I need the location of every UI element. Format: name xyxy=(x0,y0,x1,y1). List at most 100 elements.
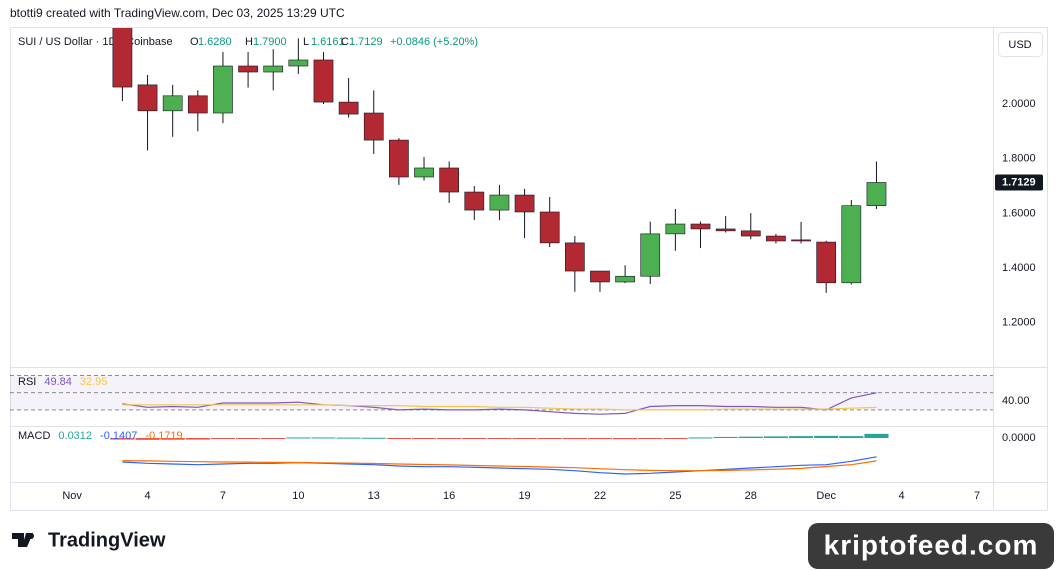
histogram-bar xyxy=(763,436,788,438)
indicator-value: -0.1407 xyxy=(100,430,137,442)
x-tick-label: 4 xyxy=(144,490,150,502)
histogram-bar xyxy=(210,438,236,439)
candle-body xyxy=(816,241,837,284)
ohlc-key: L xyxy=(303,36,309,48)
y-tick-label: 1.2000 xyxy=(1002,317,1036,329)
tradingview-logo: TradingView xyxy=(12,529,166,551)
histogram-bar xyxy=(587,438,613,440)
histogram-bar xyxy=(487,438,512,439)
candle-body xyxy=(414,167,434,178)
histogram-bar xyxy=(537,438,562,439)
candle-body xyxy=(715,228,736,232)
candle-body xyxy=(162,95,183,112)
indicator-line xyxy=(122,404,877,411)
candle-body xyxy=(489,194,510,211)
x-tick-label: 10 xyxy=(292,490,304,502)
histogram-bar xyxy=(713,436,738,438)
candle-body xyxy=(288,59,309,67)
candle-body xyxy=(313,59,334,103)
y-tick-label: 2.0000 xyxy=(1002,98,1036,110)
histogram-bar xyxy=(512,438,537,439)
histogram-bar xyxy=(562,438,587,440)
logo-text: TradingView xyxy=(48,529,166,551)
candle-body xyxy=(137,84,158,112)
ohlc-key: H xyxy=(245,36,253,48)
histogram-bar xyxy=(839,436,864,438)
candle-body xyxy=(615,275,635,283)
x-tick-label: 19 xyxy=(518,490,530,502)
chart-frame xyxy=(10,27,1048,511)
histogram-bar xyxy=(864,433,889,438)
y-tick-label: 1.4000 xyxy=(1002,262,1036,274)
indicator-value: 0.0312 xyxy=(58,430,92,442)
candle-body xyxy=(564,242,585,272)
candle-body xyxy=(539,211,560,244)
histogram-bar xyxy=(437,438,462,439)
change: +0.0846 (+5.20%) xyxy=(390,36,478,48)
candle-body xyxy=(263,65,284,73)
histogram-bar xyxy=(386,438,411,439)
attribution: btotti9 created with TradingView.com, De… xyxy=(10,6,345,20)
histogram-bar xyxy=(361,437,386,439)
candles xyxy=(112,28,887,293)
histogram-bar xyxy=(638,438,663,439)
x-tick-label: 13 xyxy=(368,490,380,502)
x-tick-label: 7 xyxy=(220,490,226,502)
indicator-line xyxy=(122,460,877,472)
candle-body xyxy=(841,205,862,284)
indicator-value: 32.95 xyxy=(80,376,108,388)
histogram-bar xyxy=(185,438,210,440)
histogram-bar xyxy=(688,437,713,439)
histogram-bar xyxy=(261,438,286,439)
candle-body xyxy=(740,230,761,237)
indicator-title: RSI xyxy=(18,376,36,388)
candle-body xyxy=(514,194,535,213)
histogram-bar xyxy=(663,438,688,439)
histogram-bar xyxy=(788,436,814,438)
currency[interactable]: USD xyxy=(1008,39,1031,51)
logo-icon xyxy=(12,533,33,547)
histogram-bar xyxy=(462,438,487,439)
last-price: 1.7129 xyxy=(1002,176,1036,188)
indicator-line xyxy=(122,392,877,415)
ohlc-key: C xyxy=(341,36,349,48)
candle-body xyxy=(238,65,258,73)
histogram-bar xyxy=(738,436,763,438)
y-tick-label: 40.00 xyxy=(1002,395,1030,407)
histogram-bar xyxy=(336,437,361,439)
candle-body xyxy=(363,112,384,141)
x-tick-label: 22 xyxy=(594,490,606,502)
histogram-bar xyxy=(135,438,160,440)
ohlc-value: 1.6280 xyxy=(198,36,232,48)
currency-button[interactable] xyxy=(998,32,1043,57)
x-tick-label: 28 xyxy=(745,490,757,502)
candle-body xyxy=(213,65,233,114)
ohlc-value: 1.7129 xyxy=(349,36,383,48)
symbol: SUI / US Dollar · 1D · Coinbase xyxy=(18,36,173,48)
histogram-bar xyxy=(286,437,311,439)
candle-body xyxy=(665,223,686,235)
histogram-bar xyxy=(613,438,638,440)
indicator-value: -0.1719 xyxy=(145,430,182,442)
watermark-box xyxy=(808,523,1054,569)
indicator-line xyxy=(122,456,877,475)
candle-body xyxy=(338,101,359,115)
candle-body xyxy=(112,28,133,88)
y-tick-label: 1.8000 xyxy=(1002,153,1036,165)
histogram-bar xyxy=(110,438,135,440)
ohlc-value: 1.6161 xyxy=(311,36,345,48)
x-tick-label: 25 xyxy=(669,490,681,502)
histogram-bar xyxy=(814,435,839,438)
histogram-bar xyxy=(236,438,261,439)
candle-body xyxy=(590,270,610,283)
y-tick-label: 1.6000 xyxy=(1002,207,1036,219)
candle-body xyxy=(766,235,786,242)
indicator-value: 49.84 xyxy=(44,376,72,388)
logo-icon xyxy=(28,533,34,539)
ohlc-value: 1.7900 xyxy=(253,36,287,48)
x-tick-label: 16 xyxy=(443,490,455,502)
histogram-bar xyxy=(411,438,437,439)
